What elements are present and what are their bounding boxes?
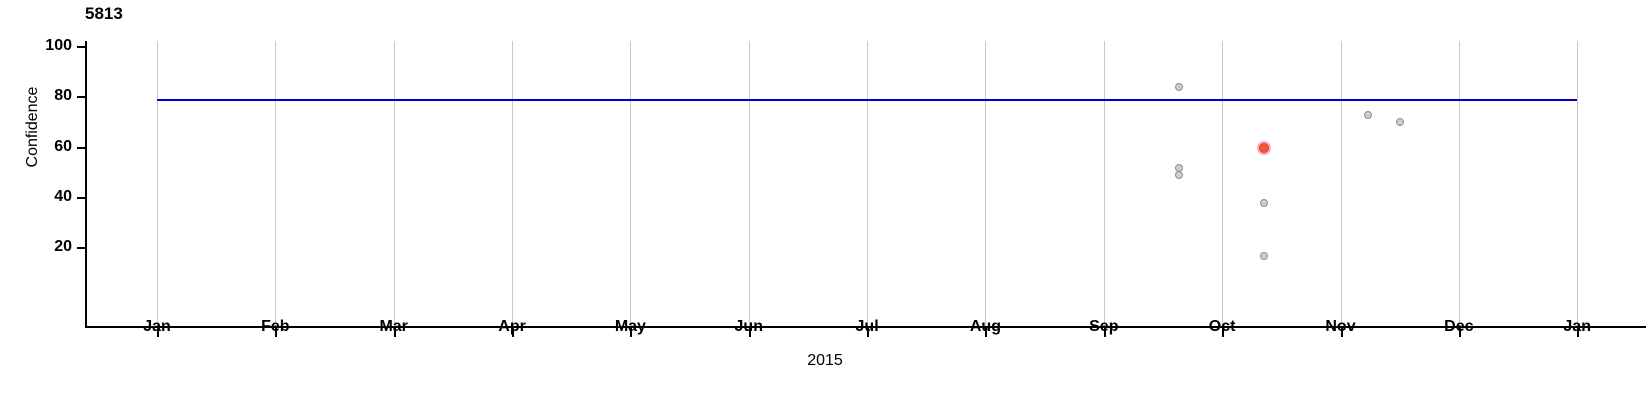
y-tick-label-40: 40	[54, 187, 72, 205]
reference-line	[157, 98, 1578, 101]
x-tick-label-3: Apr	[498, 318, 526, 335]
y-axis-line	[85, 41, 87, 328]
y-tick-label-20: 20	[54, 238, 72, 256]
y-tick-label-60: 60	[54, 137, 72, 155]
data-point-highlighted[interactable]	[1259, 142, 1270, 153]
x-tick-5	[748, 328, 751, 337]
x-tick-7	[985, 328, 988, 337]
data-point[interactable]	[1174, 171, 1183, 180]
gridline-dec-11	[1458, 41, 1460, 326]
x-tick-label-0: Jan	[143, 318, 171, 335]
data-point[interactable]	[1395, 118, 1404, 127]
x-tick-label-2: Mar	[379, 318, 408, 335]
x-tick-10	[1340, 328, 1343, 337]
x-tick-label-5: Jun	[734, 318, 763, 335]
x-tick-9	[1222, 328, 1225, 337]
y-tick-label-80: 80	[54, 87, 72, 105]
gridline-jun-5	[748, 41, 750, 326]
x-axis-line	[85, 326, 1646, 328]
x-tick-label-12: Jan	[1563, 318, 1591, 335]
x-tick-12	[1577, 328, 1580, 337]
x-tick-label-10: Nov	[1325, 318, 1356, 335]
x-tick-6	[867, 328, 870, 337]
y-tick-80	[77, 96, 86, 99]
gridline-jan-0	[157, 41, 158, 326]
gridline-jan-12	[1577, 41, 1579, 326]
x-tick-11	[1458, 328, 1461, 337]
gridline-jul-6	[867, 41, 869, 326]
y-tick-40	[77, 196, 86, 199]
x-tick-label-6: Jul	[855, 318, 879, 335]
gridline-apr-3	[512, 41, 514, 326]
x-tick-label-8: Sep	[1089, 318, 1119, 335]
data-point[interactable]	[1260, 251, 1269, 260]
y-tick-60	[77, 146, 86, 149]
x-tick-4	[630, 328, 633, 337]
y-tick-label-100: 100	[45, 37, 72, 54]
x-axis-title: 2015	[807, 352, 843, 369]
y-tick-100	[77, 46, 86, 48]
gridline-nov-10	[1340, 41, 1342, 326]
gridline-mar-2	[393, 41, 395, 326]
x-tick-1	[275, 328, 278, 337]
x-tick-label-4: May	[614, 318, 646, 335]
gridline-may-4	[630, 41, 632, 326]
x-tick-8	[1103, 328, 1106, 337]
x-tick-3	[512, 328, 515, 337]
x-tick-label-9: Oct	[1208, 318, 1236, 335]
chart-title: 5813	[85, 4, 123, 23]
x-tick-label-7: Aug	[969, 318, 1001, 335]
gridline-feb-1	[275, 41, 277, 326]
data-point[interactable]	[1364, 110, 1373, 119]
data-point[interactable]	[1260, 198, 1269, 207]
x-tick-label-11: Dec	[1444, 318, 1474, 335]
x-tick-2	[393, 328, 396, 337]
y-axis-title: Confidence	[24, 86, 41, 168]
y-tick-20	[77, 247, 86, 250]
x-tick-0	[157, 328, 159, 337]
gridline-sep-8	[1103, 41, 1105, 326]
x-tick-label-1: Feb	[261, 318, 290, 335]
data-point[interactable]	[1174, 163, 1183, 172]
data-point[interactable]	[1174, 83, 1183, 92]
gridline-aug-7	[985, 41, 987, 326]
gridline-oct-9	[1222, 41, 1224, 326]
